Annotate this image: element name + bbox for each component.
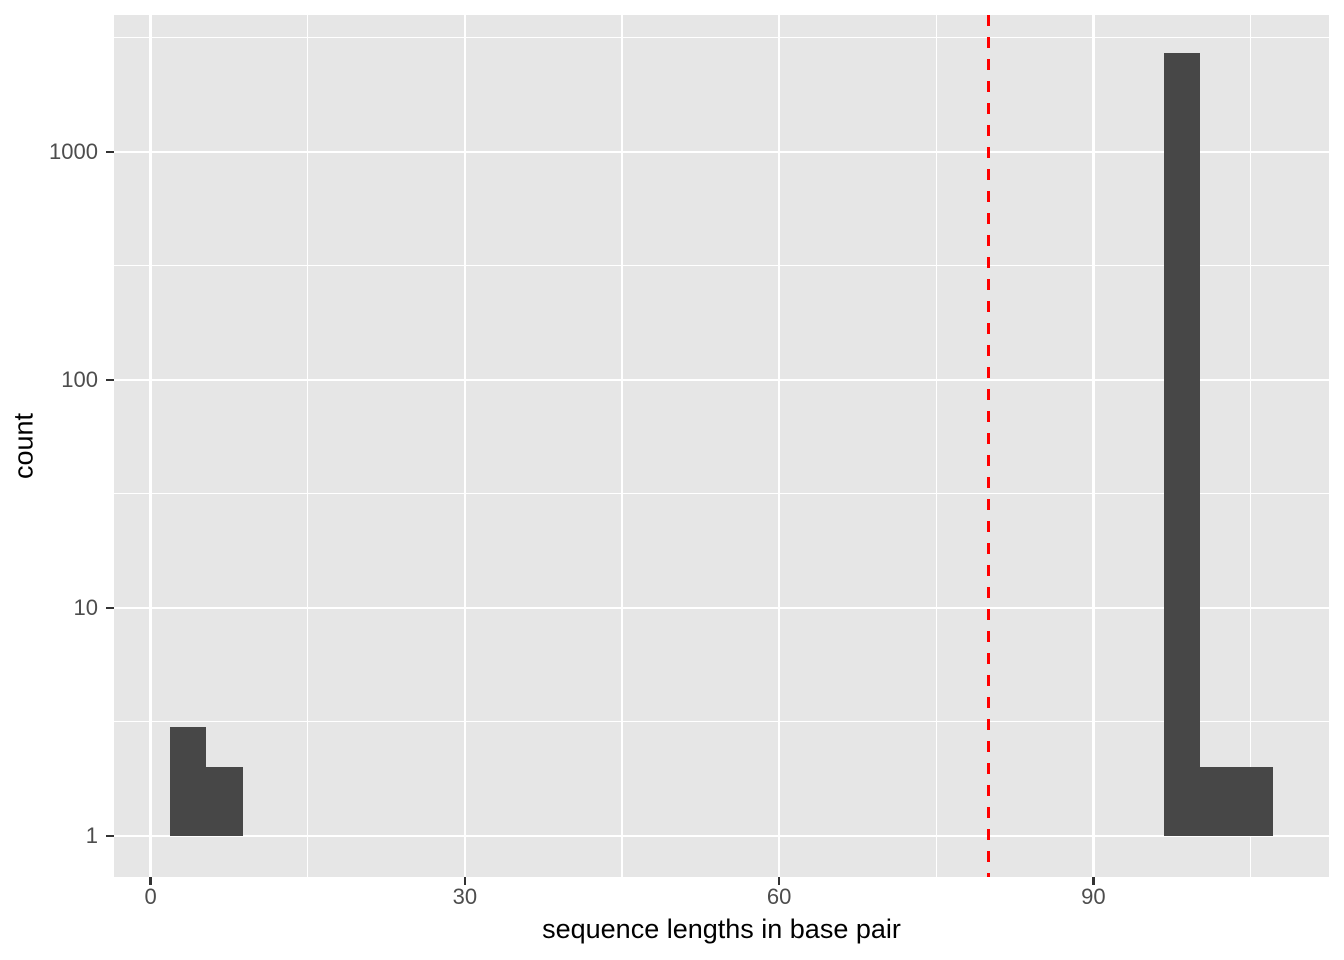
y-tick-mark (106, 606, 114, 610)
x-tick-label: 0 (144, 884, 157, 909)
x-major-gridline (463, 15, 467, 877)
y-tick-label: 1000 (49, 138, 98, 164)
y-tick-mark (106, 150, 114, 154)
threshold-vline (987, 15, 991, 877)
y-tick-label: 100 (61, 366, 98, 392)
y-major-gridline (114, 378, 1329, 381)
x-tick-mark (463, 877, 467, 885)
y-tick-mark (106, 378, 114, 382)
histogram-bar (169, 727, 207, 836)
histogram-bar (206, 767, 243, 836)
x-tick-mark (1092, 877, 1095, 885)
x-minor-gridline (307, 15, 309, 877)
y-major-gridline (114, 834, 1329, 838)
y-axis-title: count (8, 412, 39, 480)
y-minor-gridline (114, 265, 1329, 267)
histogram-bar (1163, 53, 1201, 836)
x-axis-title: sequence lengths in base pair (542, 914, 901, 944)
y-minor-gridline (114, 721, 1329, 723)
x-tick-label: 90 (1081, 884, 1106, 909)
x-major-gridline (1092, 15, 1095, 877)
x-minor-gridline (935, 15, 937, 877)
x-tick-mark (149, 877, 152, 885)
x-minor-gridline (1249, 15, 1252, 877)
histogram-bar (1236, 767, 1274, 836)
x-tick-label: 30 (452, 884, 478, 909)
y-tick-label: 10 (73, 594, 98, 620)
histogram-bar (1200, 767, 1237, 836)
y-minor-gridline (114, 37, 1329, 39)
y-minor-gridline (114, 493, 1329, 495)
plot-panel (114, 15, 1329, 877)
y-major-gridline (114, 606, 1329, 610)
y-major-gridline (114, 150, 1329, 153)
x-tick-mark (777, 877, 781, 885)
x-major-gridline (777, 15, 781, 877)
y-tick-label: 1 (85, 822, 98, 848)
x-tick-label: 60 (766, 884, 792, 909)
x-major-gridline (149, 15, 152, 877)
y-tick-mark (106, 834, 114, 838)
x-minor-gridline (621, 15, 623, 877)
